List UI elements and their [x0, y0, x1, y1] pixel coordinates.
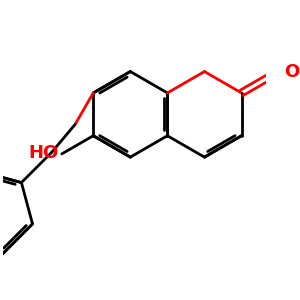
Text: HO: HO: [28, 144, 58, 162]
Text: O: O: [284, 62, 299, 80]
